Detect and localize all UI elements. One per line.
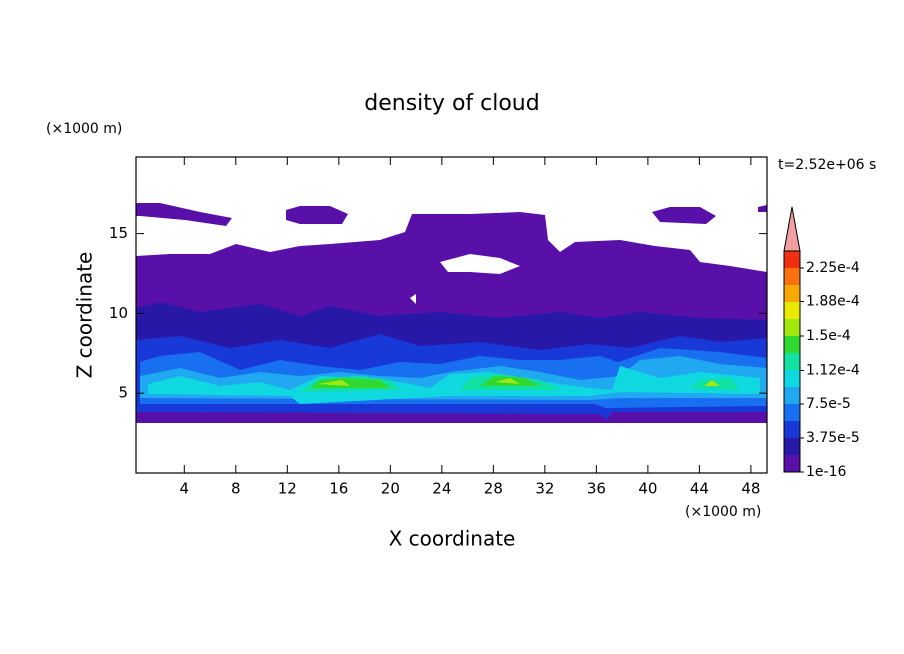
colorbar-bin <box>784 370 800 387</box>
colorbar-bin <box>784 353 800 370</box>
x-tick-label: 36 <box>587 480 606 498</box>
chart-title: density of cloud <box>364 91 539 116</box>
colorbar-bin <box>784 404 800 421</box>
x-tick-label: 16 <box>329 480 348 498</box>
contour-region <box>148 366 760 404</box>
x-tick-label: 8 <box>231 480 241 498</box>
y-axis-label: Z coordinate <box>73 252 97 379</box>
colorbar-bin <box>784 285 800 302</box>
colorbar-label: 1.12e-4 <box>806 362 860 378</box>
x-tick-label: 20 <box>381 480 400 498</box>
x-tick-label: 40 <box>638 480 657 498</box>
x-tick-label: 28 <box>484 480 503 498</box>
x-tick-label: 4 <box>180 480 190 498</box>
y-tick-label: 10 <box>109 304 128 322</box>
x-tick-label: 24 <box>432 480 451 498</box>
colorbar-label: 7.5e-5 <box>806 396 851 412</box>
x-tick-label: 12 <box>278 480 297 498</box>
colorbar-bin <box>784 387 800 404</box>
colorbar-bin <box>784 336 800 353</box>
time-label: t=2.52e+06 s <box>778 157 876 173</box>
plot-frame <box>135 156 768 474</box>
contour-region <box>150 254 544 326</box>
colorbar-extend <box>783 206 801 252</box>
colorbar-bin <box>784 268 800 285</box>
colorbar-bin <box>784 438 800 455</box>
contour-field <box>136 203 767 423</box>
colorbar-label: 1.5e-4 <box>806 328 851 344</box>
x-tick-label: 44 <box>690 480 709 498</box>
contour-region <box>310 376 540 388</box>
colorbar-bin <box>784 251 800 268</box>
colorbar-bin <box>784 319 800 336</box>
x-axis-label: X coordinate <box>389 527 516 551</box>
colorbar-bin <box>784 455 800 472</box>
x-tick-label: 32 <box>535 480 554 498</box>
x-tick-label: 48 <box>741 480 760 498</box>
y-tick-label: 15 <box>109 224 128 242</box>
colorbar-bin <box>784 302 800 319</box>
colorbar-label: 1e-16 <box>806 464 846 480</box>
colorbar-label: 1.88e-4 <box>806 294 860 310</box>
colorbar-bin <box>784 421 800 438</box>
y-tick-label: 5 <box>118 384 128 402</box>
colorbar-label: 2.25e-4 <box>806 260 860 276</box>
colorbar-label: 3.75e-5 <box>806 430 860 446</box>
x-unit: (×1000 m) <box>685 504 761 520</box>
y-unit: (×1000 m) <box>46 121 122 137</box>
contour-region <box>136 203 767 226</box>
